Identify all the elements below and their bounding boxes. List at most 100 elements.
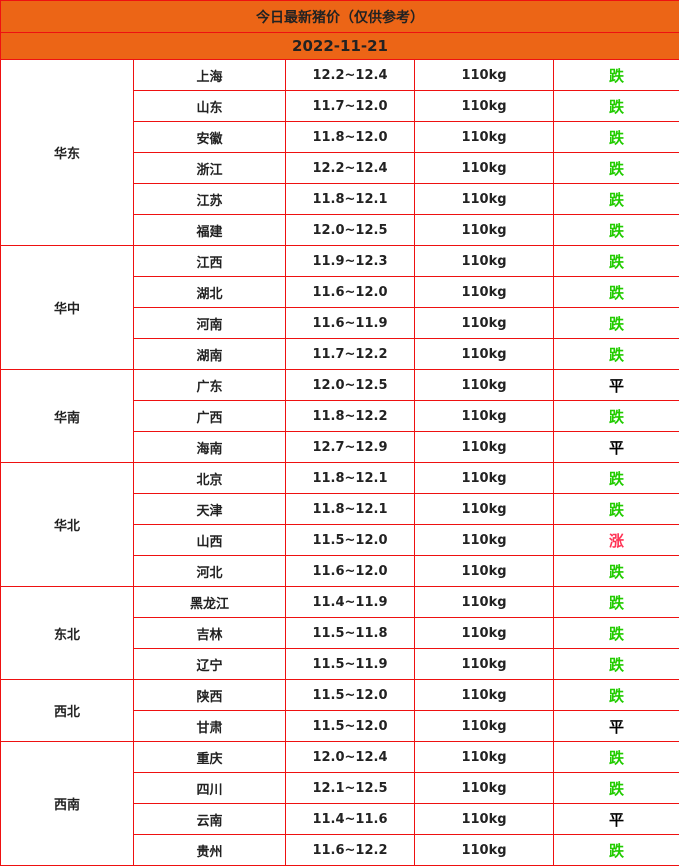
weight-cell: 110kg: [414, 741, 554, 773]
trend-cell: 跌: [552, 648, 679, 680]
province-cell: 广东: [133, 369, 286, 401]
province-cell: 安徽: [133, 121, 286, 153]
weight-cell: 110kg: [414, 679, 554, 711]
weight-cell: 110kg: [414, 586, 554, 618]
trend-cell: 平: [552, 369, 679, 401]
weight-cell: 110kg: [414, 400, 554, 432]
trend-cell: 跌: [552, 741, 679, 773]
price-cell: 11.8~12.1: [285, 183, 415, 215]
weight-cell: 110kg: [414, 90, 554, 122]
province-cell: 黑龙江: [133, 586, 286, 618]
weight-cell: 110kg: [414, 431, 554, 463]
price-cell: 11.5~12.0: [285, 679, 415, 711]
price-cell: 12.7~12.9: [285, 431, 415, 463]
trend-cell: 跌: [552, 617, 679, 649]
province-cell: 江西: [133, 245, 286, 277]
weight-cell: 110kg: [414, 710, 554, 742]
trend-cell: 跌: [552, 555, 679, 587]
weight-cell: 110kg: [414, 59, 554, 91]
province-cell: 甘肃: [133, 710, 286, 742]
table-date: 2022-11-21: [0, 32, 679, 60]
region-cell: 华中: [0, 245, 134, 370]
trend-cell: 平: [552, 803, 679, 835]
table-row: 湖北 11.6~12.0 110kg 跌: [1, 276, 679, 308]
trend-cell: 涨: [552, 524, 679, 556]
price-cell: 12.0~12.4: [285, 741, 415, 773]
weight-cell: 110kg: [414, 648, 554, 680]
table-row: 河北 11.6~12.0 110kg 跌: [1, 555, 679, 587]
date-row: 2022-11-21: [0, 32, 679, 60]
price-cell: 12.1~12.5: [285, 772, 415, 804]
province-cell: 广西: [133, 400, 286, 432]
weight-cell: 110kg: [414, 183, 554, 215]
province-cell: 浙江: [133, 152, 286, 184]
table-title: 今日最新猪价（仅供参考）: [0, 0, 679, 33]
price-cell: 11.8~12.1: [285, 462, 415, 494]
trend-cell: 跌: [552, 338, 679, 370]
trend-cell: 跌: [552, 834, 679, 866]
weight-cell: 110kg: [414, 617, 554, 649]
trend-cell: 跌: [552, 276, 679, 308]
province-cell: 天津: [133, 493, 286, 525]
price-cell: 11.9~12.3: [285, 245, 415, 277]
title-row: 今日最新猪价（仅供参考）: [0, 0, 679, 33]
province-cell: 重庆: [133, 741, 286, 773]
province-cell: 湖北: [133, 276, 286, 308]
weight-cell: 110kg: [414, 214, 554, 246]
trend-cell: 跌: [552, 90, 679, 122]
table-row: 华中 江西 11.9~12.3 110kg 跌: [0, 245, 679, 370]
price-cell: 11.4~11.9: [285, 586, 415, 618]
table-row: 湖南 11.7~12.2 110kg 跌: [1, 338, 679, 370]
price-cell: 11.6~11.9: [285, 307, 415, 339]
trend-cell: 跌: [552, 586, 679, 618]
price-cell: 12.2~12.4: [285, 59, 415, 91]
table-row: 安徽 11.8~12.0 110kg 跌: [1, 121, 679, 153]
region-cell: 西北: [0, 679, 134, 742]
price-cell: 11.5~11.9: [285, 648, 415, 680]
province-cell: 陕西: [133, 679, 286, 711]
province-cell: 河南: [133, 307, 286, 339]
weight-cell: 110kg: [414, 555, 554, 587]
price-cell: 12.2~12.4: [285, 152, 415, 184]
table-row: 河南 11.6~11.9 110kg 跌: [1, 307, 679, 339]
province-cell: 辽宁: [133, 648, 286, 680]
weight-cell: 110kg: [414, 834, 554, 866]
weight-cell: 110kg: [414, 462, 554, 494]
table-row: 西南 重庆 12.0~12.4 110kg 跌: [0, 741, 679, 866]
weight-cell: 110kg: [414, 245, 554, 277]
table-row: 浙江 12.2~12.4 110kg 跌: [1, 152, 679, 184]
trend-cell: 跌: [552, 772, 679, 804]
region-cell: 华北: [0, 462, 134, 587]
province-cell: 云南: [133, 803, 286, 835]
trend-cell: 跌: [552, 307, 679, 339]
table-row: 华东 上海 12.2~12.4 110kg 跌: [0, 59, 679, 246]
province-cell: 山西: [133, 524, 286, 556]
trend-cell: 跌: [552, 493, 679, 525]
region-cell: 华东: [0, 59, 134, 246]
price-cell: 11.8~12.2: [285, 400, 415, 432]
table-row: 福建 12.0~12.5 110kg 跌: [1, 214, 679, 246]
weight-cell: 110kg: [414, 152, 554, 184]
province-cell: 海南: [133, 431, 286, 463]
price-cell: 11.5~12.0: [285, 524, 415, 556]
weight-cell: 110kg: [414, 772, 554, 804]
province-cell: 山东: [133, 90, 286, 122]
province-cell: 福建: [133, 214, 286, 246]
province-cell: 上海: [133, 59, 286, 91]
region-cell: 西南: [0, 741, 134, 866]
table-row: 华北 北京 11.8~12.1 110kg 跌: [0, 462, 679, 587]
trend-cell: 跌: [552, 245, 679, 277]
table-row: 吉林 11.5~11.8 110kg 跌: [1, 617, 679, 649]
table-row: 山东 11.7~12.0 110kg 跌: [1, 90, 679, 122]
price-cell: 11.7~12.2: [285, 338, 415, 370]
price-cell: 11.5~12.0: [285, 710, 415, 742]
province-cell: 四川: [133, 772, 286, 804]
weight-cell: 110kg: [414, 493, 554, 525]
trend-cell: 平: [552, 431, 679, 463]
trend-cell: 跌: [552, 152, 679, 184]
trend-cell: 跌: [552, 462, 679, 494]
weight-cell: 110kg: [414, 338, 554, 370]
province-cell: 湖南: [133, 338, 286, 370]
table-row: 甘肃 11.5~12.0 110kg 平: [1, 710, 679, 742]
